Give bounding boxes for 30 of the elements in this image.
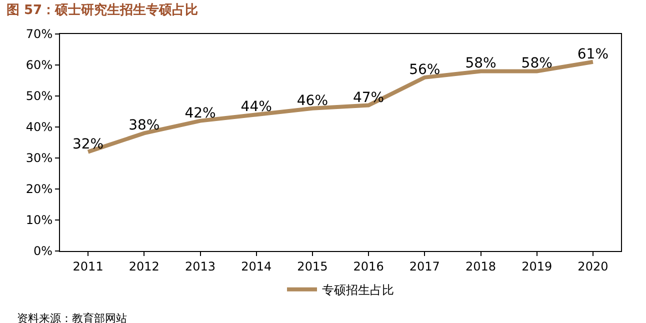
x-tick-label: 2015: [297, 259, 328, 274]
x-tick-label: 2018: [465, 259, 496, 274]
x-tick-label: 2020: [578, 259, 608, 274]
data-label: 47%: [352, 90, 384, 106]
x-tick-label: 2016: [353, 259, 384, 274]
y-tick-label: 40%: [26, 120, 53, 134]
data-label: 38%: [128, 118, 160, 134]
x-tick-label: 2012: [128, 259, 160, 274]
data-label: 58%: [521, 56, 552, 72]
y-tick-label: 30%: [26, 151, 53, 166]
y-tick-label: 10%: [26, 213, 53, 228]
y-tick-label: 20%: [26, 182, 53, 196]
data-label: 32%: [72, 136, 104, 152]
chart-title: 图 57：硕士研究生招生专硕占比: [6, 2, 198, 18]
y-tick-label: 50%: [26, 89, 53, 104]
data-label: 42%: [184, 105, 216, 122]
data-label: 46%: [296, 92, 328, 109]
y-tick-label: 0%: [34, 244, 53, 258]
x-tick-label: 2014: [241, 259, 272, 274]
x-tick-label: 2017: [409, 259, 440, 274]
legend-label: 专硕招生占比: [322, 283, 394, 298]
x-tick-label: 2011: [72, 259, 104, 274]
data-label: 44%: [240, 99, 272, 116]
y-tick-label: 70%: [26, 27, 53, 42]
x-tick-label: 2013: [184, 259, 216, 274]
y-tick-label: 60%: [26, 58, 53, 72]
data-label: 58%: [465, 56, 496, 72]
data-label: 56%: [409, 62, 440, 78]
x-tick-label: 2019: [522, 259, 552, 274]
data-label: 61%: [577, 46, 609, 62]
